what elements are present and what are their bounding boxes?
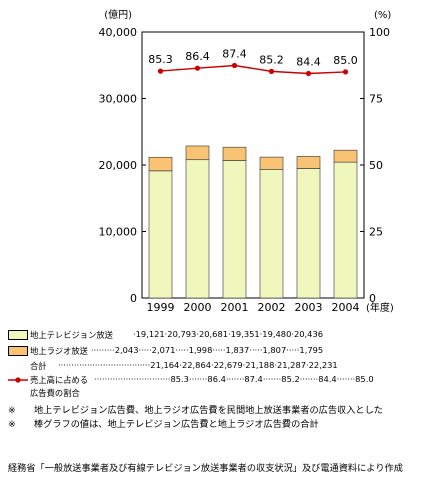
bar-tv	[333, 161, 358, 299]
x-tick-label: 2003	[295, 301, 323, 314]
ratio-data-label: 85.3	[148, 53, 173, 66]
bar-tv	[148, 170, 173, 299]
ratio-point	[342, 69, 349, 75]
x-tick-label: 1999	[147, 301, 175, 314]
legend-values-radio: ·········2,043·····2,071·····1,998·····1…	[91, 345, 324, 355]
note-2-text: 棒グラフの値は、地上テレビジョン広告費と地上ラジオ広告費の合計	[34, 419, 319, 430]
bar-tv	[185, 159, 210, 299]
bar-radio	[296, 156, 321, 169]
bar-radio	[222, 146, 247, 161]
legend-label-tv: 地上テレビジョン放送	[30, 330, 113, 340]
ratio-line	[160, 64, 346, 75]
legend-values-ratio: ·····························85.3·······…	[94, 374, 374, 384]
legend-values-tv: ·19,121·20,793·20,681·19,351·19,480·20,4…	[133, 329, 324, 339]
chart: 0 10,000 20,000 30,000 40,000 0 25 50 75 100 (億円) (…	[99, 8, 394, 314]
bar-tv	[259, 169, 284, 299]
x-tick-label: 2000	[184, 301, 212, 314]
left-tick-label: 20,000	[99, 159, 138, 172]
x-axis-unit: (年度)	[366, 301, 394, 314]
note-2-mark: ※	[8, 419, 16, 430]
legend-line-marker	[8, 377, 28, 383]
ratio-data-label: 85.0	[333, 54, 358, 67]
left-tick-label: 30,000	[99, 93, 138, 106]
legend-label-ratio-line2: 広告費の割合	[30, 388, 80, 398]
right-axis-unit: (%)	[374, 10, 391, 21]
left-tick-label: 0	[130, 292, 137, 305]
right-tick-label: 0	[369, 292, 376, 305]
legend-label-radio: 地上ラジオ放送	[30, 346, 88, 356]
ratio-point	[268, 68, 275, 74]
right-tick-label: 100	[369, 26, 390, 39]
ratio-data-label: 86.4	[185, 50, 210, 63]
left-tick-label: 40,000	[99, 26, 138, 39]
left-tick-label: 10,000	[99, 226, 138, 239]
x-tick-label: 2001	[221, 301, 249, 314]
bar-radio	[333, 149, 358, 163]
legend-swatch-radio	[8, 346, 28, 356]
note-1: ※ 地上テレビジョン広告費、地上ラジオ広告費を民間地上放送事業者の広告収入とした	[8, 404, 418, 418]
bar-tv	[296, 168, 321, 299]
right-tick-label: 25	[369, 226, 383, 239]
note-2: ※ 棒グラフの値は、地上テレビジョン広告費と地上ラジオ広告費の合計	[8, 418, 418, 432]
source-note: 経務省「一般放送事業者及び有線テレビジョン放送事業者の収支状況」及び電通資料によ…	[8, 463, 403, 474]
ratio-data-label: 84.4	[296, 55, 321, 68]
x-tick-label: 2002	[258, 301, 286, 314]
x-tick-label: 2004	[332, 301, 360, 314]
bar-radio	[148, 156, 173, 172]
ratio-point	[194, 65, 201, 71]
right-tick-label: 50	[369, 159, 383, 172]
bar-radio	[185, 145, 210, 161]
ratio-point	[305, 70, 312, 77]
note-1-mark: ※	[8, 405, 16, 416]
right-tick-label: 75	[369, 93, 383, 106]
note-1-text: 地上テレビジョン広告費、地上ラジオ広告費を民間地上放送事業者の広告収入とした	[34, 405, 383, 416]
notes: ※ 地上テレビジョン広告費、地上ラジオ広告費を民間地上放送事業者の広告収入とした…	[8, 404, 418, 432]
left-axis-unit: (億円)	[104, 8, 132, 21]
bar-radio	[259, 156, 284, 170]
ratio-data-label: 85.2	[259, 53, 284, 66]
legend-swatch-tv	[8, 330, 28, 340]
ratio-point	[157, 68, 164, 74]
bar-tv	[222, 160, 247, 299]
legend-label-ratio: 売上高に占める	[30, 375, 89, 385]
legend-values-total: ···································21,16…	[58, 360, 338, 370]
legend-label-total: 合計	[30, 361, 47, 371]
ratio-point	[231, 62, 238, 69]
ratio-data-label: 87.4	[222, 48, 247, 61]
